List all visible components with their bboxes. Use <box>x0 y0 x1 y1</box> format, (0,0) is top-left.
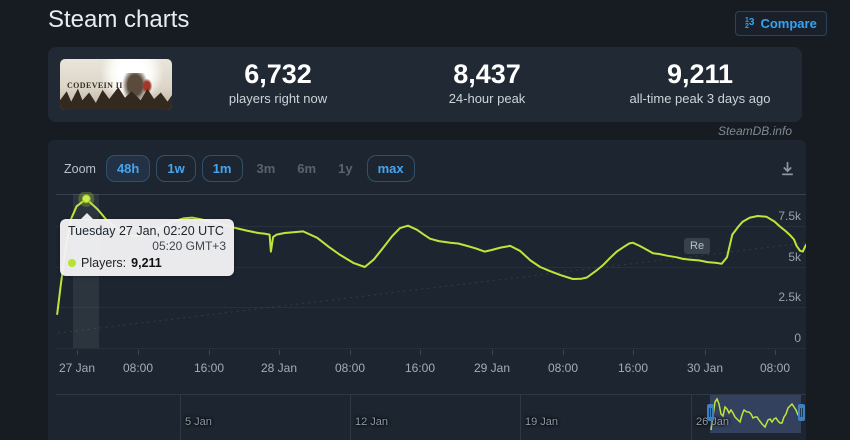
x-axis-label: 27 Jan <box>58 361 96 375</box>
page-title: Steam charts <box>48 6 190 33</box>
navigator-left-handle[interactable] <box>707 404 714 421</box>
x-axis-tick <box>705 350 706 355</box>
game-title-text: CODEVEIN II <box>67 81 123 90</box>
navigator-mini-chart <box>710 397 801 431</box>
x-axis-label: 08:00 <box>122 361 154 375</box>
stat-label: 24-hour peak <box>448 91 526 106</box>
navigator-date-label: 19 Jan <box>525 416 559 428</box>
y-gridline <box>56 307 806 308</box>
plot-top-border <box>56 194 806 195</box>
download-icon[interactable] <box>779 160 796 182</box>
tooltip-players-value: 9,211 <box>131 256 162 270</box>
navigator-top-border <box>56 394 806 395</box>
capsule-red-accent-art <box>142 79 152 93</box>
chart-plot-area[interactable]: 7.5k 5k 2.5k 0 27 Jan 08:00 16:00 28 Jan 08:00 16… <box>48 140 806 440</box>
stat-label: players right now <box>228 91 328 106</box>
x-axis-label: 29 Jan <box>473 361 511 375</box>
x-axis-tick <box>633 350 634 355</box>
navigator-week-gridline <box>180 394 181 440</box>
stat-24h-peak: 8,437 24-hour peak <box>387 59 587 106</box>
stat-label: all-time peak 3 days ago <box>629 91 771 106</box>
hovered-point-marker <box>81 194 91 204</box>
x-axis-label: 16:00 <box>404 361 436 375</box>
navigator-right-handle[interactable] <box>798 404 805 421</box>
stat-value: 8,437 <box>453 59 521 89</box>
compare-button-label: Compare <box>760 16 817 31</box>
x-axis-tick <box>138 350 139 355</box>
tooltip-datetime: Tuesday 27 Jan, 02:20 UTC <box>68 224 224 238</box>
tooltip-players-row: Players: 9,211 <box>68 256 226 270</box>
navigator-date-label: 12 Jan <box>355 416 389 428</box>
zoom-button-48h[interactable]: 48h <box>105 155 151 182</box>
x-axis-tick <box>563 350 564 355</box>
x-axis-label: 08:00 <box>334 361 366 375</box>
x-axis-label: 30 Jan <box>686 361 724 375</box>
y-gridline <box>56 348 806 349</box>
steamdb-watermark: SteamDB.info <box>717 124 792 138</box>
x-axis-label: 08:00 <box>547 361 579 375</box>
zoom-button-1y: 1y <box>338 161 353 176</box>
navigator-week-gridline <box>691 394 692 440</box>
x-axis-label: 08:00 <box>759 361 791 375</box>
y-gridline <box>56 267 806 268</box>
stats-panel: CODEVEIN II 6,732 players right now 8,43… <box>48 47 802 122</box>
zoom-button-max[interactable]: max <box>366 155 415 182</box>
zoom-toolbar: Zoom 48h 1w 1m 3m 6m 1y max <box>64 155 421 182</box>
navigator-week-gridline <box>350 394 351 440</box>
zoom-label: Zoom <box>64 161 96 176</box>
x-axis-label: 28 Jan <box>260 361 298 375</box>
y-axis-label: 5k <box>788 250 801 264</box>
series-dot-icon <box>68 259 76 267</box>
zoom-button-3m: 3m <box>256 161 276 176</box>
x-axis-tick <box>77 350 78 355</box>
event-flag[interactable]: Re <box>684 238 711 254</box>
zoom-button-1w[interactable]: 1w <box>156 155 196 182</box>
y-gridline <box>56 226 806 227</box>
y-axis-label: 7.5k <box>778 209 801 223</box>
navigator-week-gridline <box>520 394 521 440</box>
stat-value: 6,732 <box>244 59 312 89</box>
chart-panel: Zoom 48h 1w 1m 3m 6m 1y max 7.5k 5k 2.5k 0 2… <box>48 140 806 440</box>
navigator-series-line <box>710 397 801 431</box>
y-axis-label: 0 <box>794 331 801 345</box>
y-axis-label: 2.5k <box>778 290 801 304</box>
x-axis-tick <box>420 350 421 355</box>
zoom-button-6m: 6m <box>297 161 317 176</box>
tooltip-series-label: Players: <box>81 256 127 270</box>
x-axis-tick <box>209 350 210 355</box>
stat-value: 9,211 <box>666 59 734 89</box>
x-axis-tick <box>279 350 280 355</box>
stat-current-players: 6,732 players right now <box>178 59 378 106</box>
stat-alltime-peak: 9,211 all-time peak 3 days ago <box>580 59 820 106</box>
x-axis-tick <box>492 350 493 355</box>
navigator-date-label: 26 Jan <box>696 416 730 428</box>
x-axis-label: 16:00 <box>617 361 649 375</box>
tooltip-localtime: 05:20 GMT+3 <box>152 239 226 253</box>
x-axis-tick <box>350 350 351 355</box>
chart-tooltip: Tuesday 27 Jan, 02:20 UTC 05:20 GMT+3 Pl… <box>60 213 234 276</box>
navigator-date-label: 5 Jan <box>185 416 212 428</box>
x-axis-label: 16:00 <box>193 361 225 375</box>
game-capsule-image[interactable]: CODEVEIN II <box>60 59 172 110</box>
zoom-button-1m[interactable]: 1m <box>201 155 243 182</box>
chart-navigator[interactable]: 5 Jan 12 Jan 19 Jan 26 Jan <box>48 394 806 440</box>
x-axis-tick <box>775 350 776 355</box>
